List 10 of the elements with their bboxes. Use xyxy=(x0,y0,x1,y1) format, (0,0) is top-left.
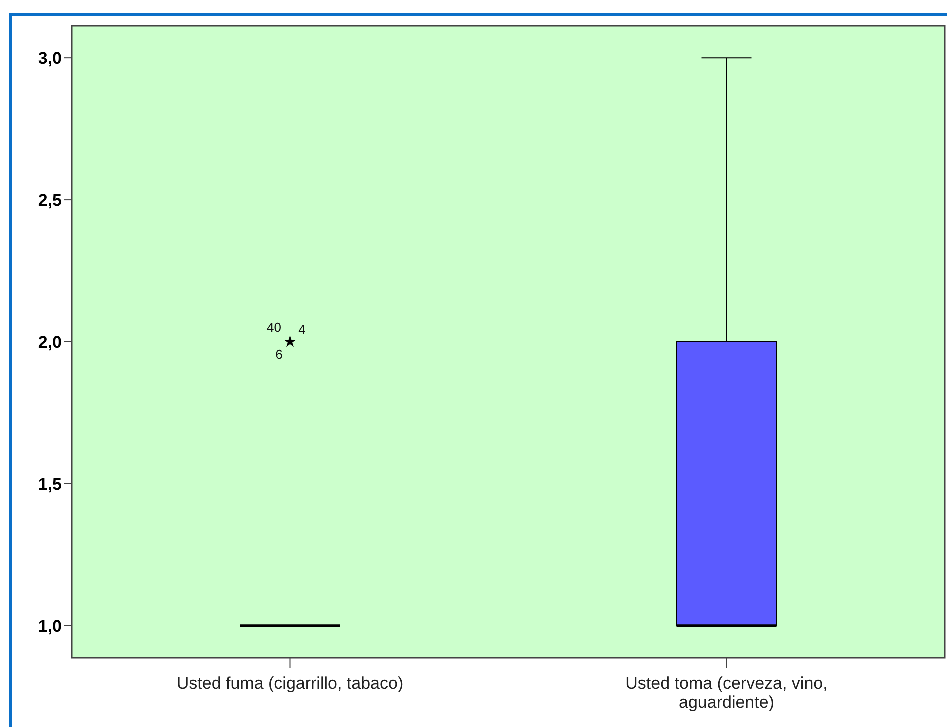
y-tick-label: 2,0 xyxy=(38,332,62,352)
y-tick-label: 1,0 xyxy=(38,616,62,636)
y-tick-label: 1,5 xyxy=(38,474,62,494)
y-tick-label: 3,0 xyxy=(38,49,62,68)
annotation: 40 xyxy=(267,320,282,335)
annotation: 6 xyxy=(276,347,283,362)
x-tick-label: Usted fuma (cigarrillo, tabaco) xyxy=(176,674,404,693)
y-tick-label: 2,5 xyxy=(38,190,62,210)
x-tick-label: Usted toma (cerveza, vino, aguardiente) xyxy=(626,674,828,712)
annotation: 4 xyxy=(298,322,306,337)
